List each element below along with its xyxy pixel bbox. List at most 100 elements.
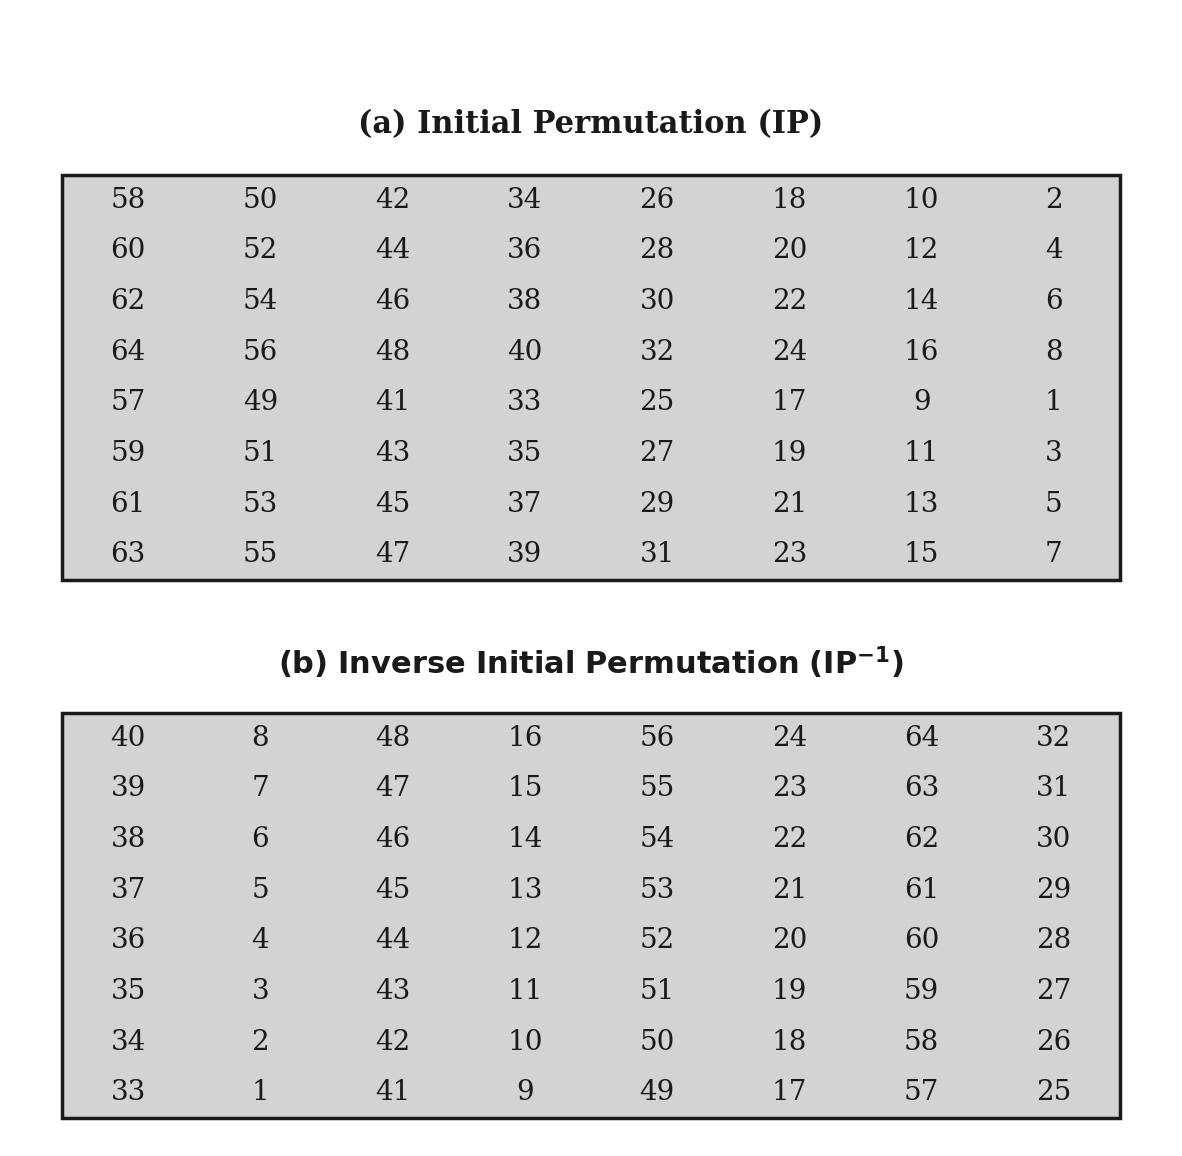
Text: 16: 16	[904, 339, 940, 365]
Text: 22: 22	[772, 288, 807, 316]
Text: 39: 39	[507, 541, 543, 569]
Text: 14: 14	[904, 288, 940, 316]
Text: 20: 20	[772, 927, 807, 955]
Text: 48: 48	[375, 725, 410, 751]
Text: 50: 50	[242, 187, 278, 214]
Text: 55: 55	[639, 776, 675, 802]
Text: 12: 12	[507, 927, 543, 955]
Text: 18: 18	[772, 1029, 807, 1055]
Text: 50: 50	[639, 1029, 675, 1055]
Text: 60: 60	[110, 237, 145, 265]
Text: 1: 1	[1045, 390, 1063, 416]
Text: 25: 25	[639, 390, 675, 416]
Text: 53: 53	[242, 490, 278, 518]
Text: (a) Initial Permutation (IP): (a) Initial Permutation (IP)	[358, 110, 824, 141]
Text: 37: 37	[507, 490, 543, 518]
Text: 46: 46	[375, 827, 410, 853]
FancyBboxPatch shape	[61, 713, 1121, 1118]
Text: 7: 7	[1045, 541, 1063, 569]
Text: 45: 45	[375, 490, 410, 518]
Text: 3: 3	[1045, 440, 1063, 467]
Text: 19: 19	[772, 440, 807, 467]
Text: 58: 58	[904, 1029, 940, 1055]
Text: 29: 29	[639, 490, 675, 518]
Text: 54: 54	[242, 288, 278, 316]
Text: 24: 24	[772, 339, 807, 365]
Text: 5: 5	[1045, 490, 1063, 518]
Text: 63: 63	[110, 541, 145, 569]
Text: 40: 40	[110, 725, 145, 751]
Text: 21: 21	[772, 490, 807, 518]
Text: 46: 46	[375, 288, 410, 316]
Text: 6: 6	[1045, 288, 1063, 316]
Text: 9: 9	[913, 390, 930, 416]
Text: 4: 4	[252, 927, 269, 955]
Text: 63: 63	[904, 776, 940, 802]
Text: 2: 2	[1045, 187, 1063, 214]
Text: 44: 44	[375, 927, 410, 955]
Text: 14: 14	[507, 827, 543, 853]
Text: 32: 32	[1037, 725, 1072, 751]
Text: 52: 52	[242, 237, 278, 265]
Text: 49: 49	[639, 1080, 675, 1106]
Text: 45: 45	[375, 876, 410, 904]
Text: 64: 64	[904, 725, 940, 751]
Text: 19: 19	[772, 978, 807, 1005]
Text: 60: 60	[904, 927, 940, 955]
Text: 41: 41	[375, 390, 410, 416]
Text: 43: 43	[375, 978, 410, 1005]
Text: 52: 52	[639, 927, 675, 955]
Text: 30: 30	[1037, 827, 1072, 853]
Text: 1: 1	[252, 1080, 269, 1106]
Text: 33: 33	[507, 390, 543, 416]
Text: 43: 43	[375, 440, 410, 467]
Text: 59: 59	[904, 978, 940, 1005]
Text: 41: 41	[375, 1080, 410, 1106]
Text: 49: 49	[242, 390, 278, 416]
Text: 28: 28	[639, 237, 675, 265]
Text: 58: 58	[110, 187, 145, 214]
Text: 18: 18	[772, 187, 807, 214]
Text: 64: 64	[110, 339, 145, 365]
Text: 40: 40	[507, 339, 543, 365]
Text: 5: 5	[252, 876, 269, 904]
Text: 27: 27	[1037, 978, 1072, 1005]
Text: 15: 15	[904, 541, 940, 569]
Text: 29: 29	[1037, 876, 1072, 904]
Text: 57: 57	[110, 390, 145, 416]
Text: 11: 11	[507, 978, 543, 1005]
Text: 31: 31	[1037, 776, 1072, 802]
Text: 44: 44	[375, 237, 410, 265]
Text: $\mathbf{(b)\ Inverse\ Initial\ Permutation\ (IP^{-1})}$: $\mathbf{(b)\ Inverse\ Initial\ Permutat…	[278, 645, 904, 681]
Text: 10: 10	[507, 1029, 543, 1055]
Text: 39: 39	[110, 776, 145, 802]
Text: 61: 61	[904, 876, 940, 904]
Text: 10: 10	[904, 187, 940, 214]
Text: 12: 12	[904, 237, 940, 265]
Text: 54: 54	[639, 827, 675, 853]
Text: 30: 30	[639, 288, 675, 316]
Text: 15: 15	[507, 776, 543, 802]
Text: 22: 22	[772, 827, 807, 853]
Text: 8: 8	[252, 725, 269, 751]
Text: 35: 35	[110, 978, 145, 1005]
Text: 24: 24	[772, 725, 807, 751]
Text: 7: 7	[252, 776, 269, 802]
Text: 26: 26	[639, 187, 675, 214]
Text: 56: 56	[242, 339, 278, 365]
Text: 38: 38	[110, 827, 145, 853]
Text: 55: 55	[242, 541, 278, 569]
Text: 16: 16	[507, 725, 543, 751]
Text: 33: 33	[110, 1080, 145, 1106]
Text: 51: 51	[242, 440, 278, 467]
Text: 53: 53	[639, 876, 675, 904]
Text: 48: 48	[375, 339, 410, 365]
Text: 25: 25	[1037, 1080, 1072, 1106]
Text: 51: 51	[639, 978, 675, 1005]
Text: 32: 32	[639, 339, 675, 365]
Text: 47: 47	[375, 541, 410, 569]
Text: 38: 38	[507, 288, 543, 316]
FancyBboxPatch shape	[61, 175, 1121, 580]
Text: 37: 37	[110, 876, 145, 904]
Text: 21: 21	[772, 876, 807, 904]
